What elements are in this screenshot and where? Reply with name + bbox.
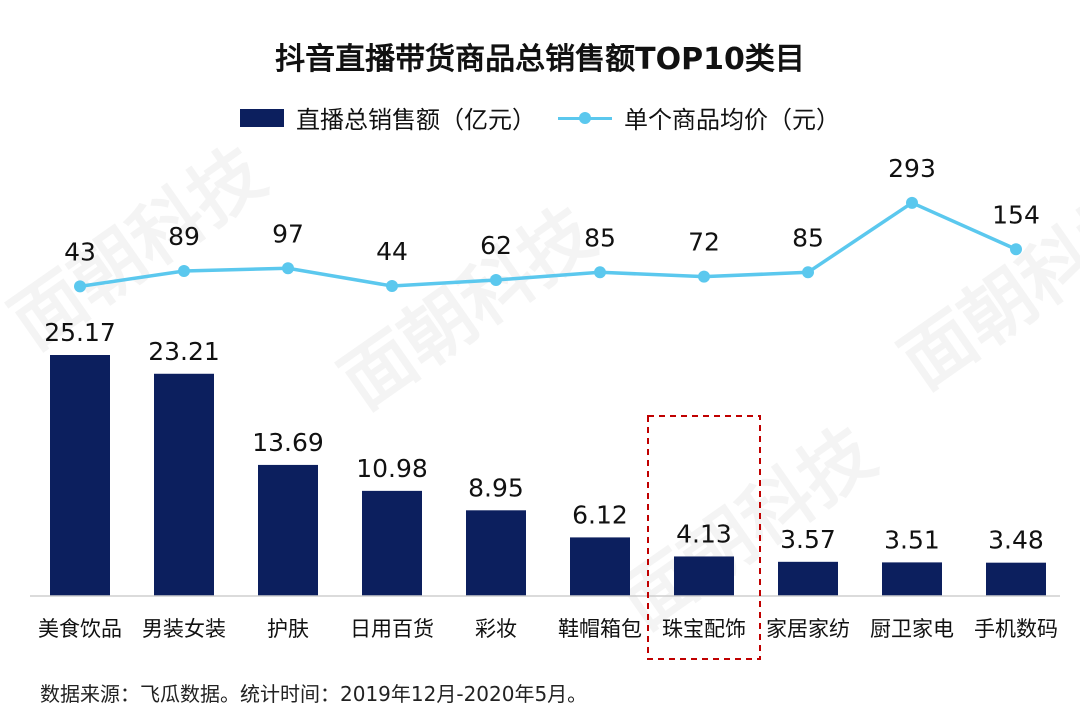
avg-price-point-5	[490, 273, 502, 286]
bar-value-label-10: 3.48	[988, 526, 1044, 555]
avg-price-label-10: 154	[992, 200, 1040, 229]
category-label-4: 日用百货	[350, 617, 434, 641]
avg-price-label-5: 62	[480, 231, 512, 260]
avg-price-point-4	[386, 280, 398, 293]
avg-price-label-8: 85	[792, 223, 824, 252]
category-label-5: 彩妆	[475, 617, 517, 641]
category-label-3: 护肤	[267, 617, 309, 641]
bar-7	[674, 556, 734, 596]
source-note: 数据来源：飞瓜数据。统计时间：2019年12月-2020年5月。	[40, 682, 588, 706]
bar-value-label-2: 23.21	[148, 337, 220, 366]
avg-price-point-10	[1010, 243, 1022, 256]
legend-item-avg-price: 单个商品均价（元）	[558, 100, 840, 135]
legend-line-swatch	[558, 109, 612, 127]
bar-value-label-3: 13.69	[252, 428, 324, 457]
category-label-6: 鞋帽箱包	[558, 617, 642, 641]
highlight-box	[647, 415, 761, 660]
avg-price-line	[79, 200, 1017, 289]
legend-label-avg-price: 单个商品均价（元）	[624, 106, 840, 134]
category-label-1: 美食饮品	[38, 617, 122, 641]
avg-price-label-4: 44	[376, 237, 408, 266]
legend-bar-swatch	[240, 108, 284, 127]
avg-price-label-2: 89	[168, 222, 200, 251]
bar-2	[154, 373, 214, 596]
legend-label-sales: 直播总销售额（亿元）	[296, 106, 536, 134]
avg-price-label-6: 85	[584, 223, 616, 252]
legend: 直播总销售额（亿元） 单个商品均价（元）	[0, 100, 1080, 135]
bar-10	[986, 562, 1046, 596]
avg-price-label-9: 293	[888, 154, 936, 183]
bar-9	[882, 562, 942, 596]
bar-4	[362, 490, 422, 596]
legend-item-sales: 直播总销售额（亿元）	[240, 100, 536, 135]
avg-price-point-9	[906, 196, 918, 209]
avg-price-point-1	[74, 280, 86, 293]
bar-value-label-1: 25.17	[44, 318, 116, 347]
avg-price-label-3: 97	[272, 219, 304, 248]
category-label-8: 家居家纺	[766, 617, 850, 641]
avg-price-point-2	[178, 264, 190, 277]
avg-price-point-3	[282, 262, 294, 275]
bar-6	[570, 537, 630, 596]
avg-price-label-1: 43	[64, 237, 96, 266]
bar-3	[258, 464, 318, 596]
bar-value-label-6: 6.12	[572, 500, 628, 529]
avg-price-point-8	[802, 266, 814, 279]
bar-value-label-4: 10.98	[356, 454, 428, 483]
avg-price-label-7: 72	[688, 228, 720, 257]
bar-value-label-5: 8.95	[468, 473, 524, 502]
category-label-2: 男装女装	[142, 617, 226, 641]
category-label-9: 厨卫家电	[870, 617, 954, 641]
chart-title: 抖音直播带货商品总销售额TOP10类目	[275, 42, 805, 77]
bar-value-label-9: 3.51	[884, 525, 940, 554]
bar-value-label-8: 3.57	[780, 525, 836, 554]
bar-value-label-7: 4.13	[676, 519, 732, 548]
bar-8	[778, 561, 838, 596]
avg-price-point-7	[698, 270, 710, 283]
category-label-7: 珠宝配饰	[662, 617, 746, 641]
bar-5	[466, 510, 526, 596]
category-label-10: 手机数码	[974, 617, 1058, 641]
bar-1	[50, 355, 110, 596]
avg-price-point-6	[594, 266, 606, 279]
